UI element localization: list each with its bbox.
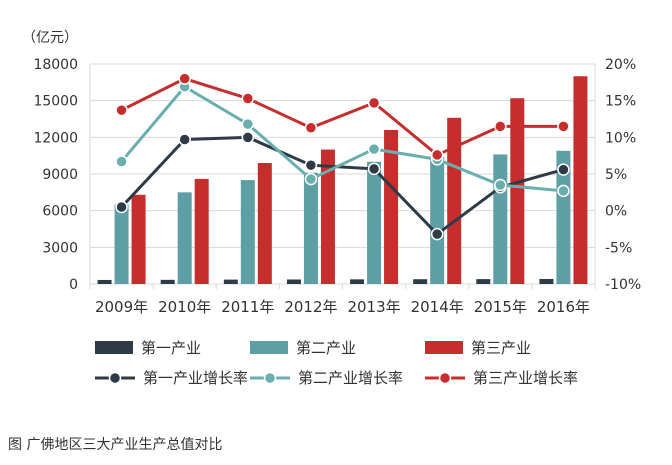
legend-label: 第三产业: [471, 339, 531, 357]
data-point: [557, 163, 570, 176]
growth-lines: [115, 72, 570, 241]
y-left-tick-label: 0: [69, 277, 78, 293]
figure-caption: 图 广佛地区三大产业生产总值对比: [8, 437, 223, 453]
bar: [240, 180, 255, 284]
legend-label: 第一产业: [141, 339, 201, 357]
data-point: [557, 120, 570, 133]
bar: [476, 279, 491, 284]
data-point: [367, 142, 381, 156]
data-point: [557, 184, 570, 198]
legend-label: 第二产业增长率: [298, 369, 403, 387]
bar: [573, 76, 588, 284]
bar: [97, 279, 112, 284]
bar: [286, 279, 301, 284]
data-point: [304, 158, 318, 172]
bar: [539, 278, 554, 284]
y-left-tick-label: 15000: [33, 94, 78, 110]
data-point: [304, 172, 318, 186]
y-right-tick-label: 20%: [605, 57, 636, 73]
data-point: [178, 133, 191, 146]
x-tick-label: 2015年: [474, 298, 527, 316]
bar: [447, 117, 462, 285]
bar: [160, 279, 175, 284]
series-line: [120, 135, 564, 237]
legend-label: 第三产业增长率: [473, 369, 578, 387]
bar: [177, 192, 192, 284]
bar: [223, 279, 238, 284]
bar: [556, 150, 571, 284]
legend-swatch: [425, 341, 463, 354]
bar: [367, 161, 382, 284]
data-point: [430, 227, 444, 241]
y-right-tick-label: 5%: [605, 167, 627, 183]
y-left-unit-label: （亿元）: [22, 30, 78, 46]
data-point: [115, 200, 128, 214]
data-point: [494, 120, 507, 133]
series-line: [120, 77, 564, 157]
bar: [257, 163, 272, 284]
bar: [303, 172, 318, 284]
data-point: [494, 178, 507, 192]
data-point: [241, 117, 255, 131]
data-point: [367, 96, 381, 110]
bar: [493, 154, 508, 284]
legend-swatch: [250, 341, 288, 354]
legend-marker: [263, 371, 277, 385]
bar: [114, 204, 129, 284]
x-tick-label: 2011年: [221, 298, 274, 316]
y-right-tick-label: 0%: [605, 204, 627, 220]
x-tick-label: 2016年: [537, 298, 590, 316]
data-point: [304, 121, 318, 135]
legend-marker: [108, 371, 122, 385]
x-tick-label: 2009年: [95, 298, 148, 316]
bar: [320, 149, 335, 284]
data-point: [241, 92, 255, 105]
bar: [430, 156, 445, 284]
legend-marker: [438, 371, 452, 385]
y-right-tick-label: -5%: [605, 240, 632, 256]
y-left-tick-label: 18000: [33, 57, 78, 73]
axes: 0 3000 6000 9000 12000 15000 18000 -10% -5% 0% 5% 1…: [22, 30, 641, 316]
y-right-tick-label: 15%: [605, 94, 636, 110]
bar: [194, 178, 209, 284]
bar: [384, 130, 399, 284]
x-tick-label: 2012年: [284, 298, 337, 316]
y-left-tick-label: 6000: [42, 204, 78, 220]
y-right-tick-label: 10%: [605, 130, 636, 146]
bar: [413, 279, 428, 284]
data-point: [430, 148, 444, 162]
x-tick-label: 2010年: [158, 298, 211, 316]
data-point: [115, 103, 128, 117]
bar: [131, 194, 146, 284]
y-left-tick-label: 3000: [42, 240, 78, 256]
chart: 0 3000 6000 9000 12000 15000 18000 -10% -5% 0% 5% 1…: [22, 30, 641, 387]
y-left-tick-label: 9000: [42, 167, 78, 183]
legend-label: 第一产业增长率: [143, 369, 248, 387]
y-left-tick-label: 12000: [33, 130, 78, 146]
x-tick-label: 2013年: [347, 298, 400, 316]
legend-swatch: [95, 341, 133, 354]
data-point: [367, 162, 381, 176]
data-point: [178, 72, 191, 85]
bar: [350, 279, 365, 284]
y-right-tick-label: -10%: [605, 277, 641, 293]
data-point: [241, 131, 255, 144]
bar: [510, 98, 525, 284]
legend-label: 第二产业: [296, 339, 356, 357]
bars: [97, 76, 588, 285]
data-point: [115, 155, 128, 168]
x-tick-label: 2014年: [411, 298, 464, 316]
series-line: [120, 84, 564, 193]
